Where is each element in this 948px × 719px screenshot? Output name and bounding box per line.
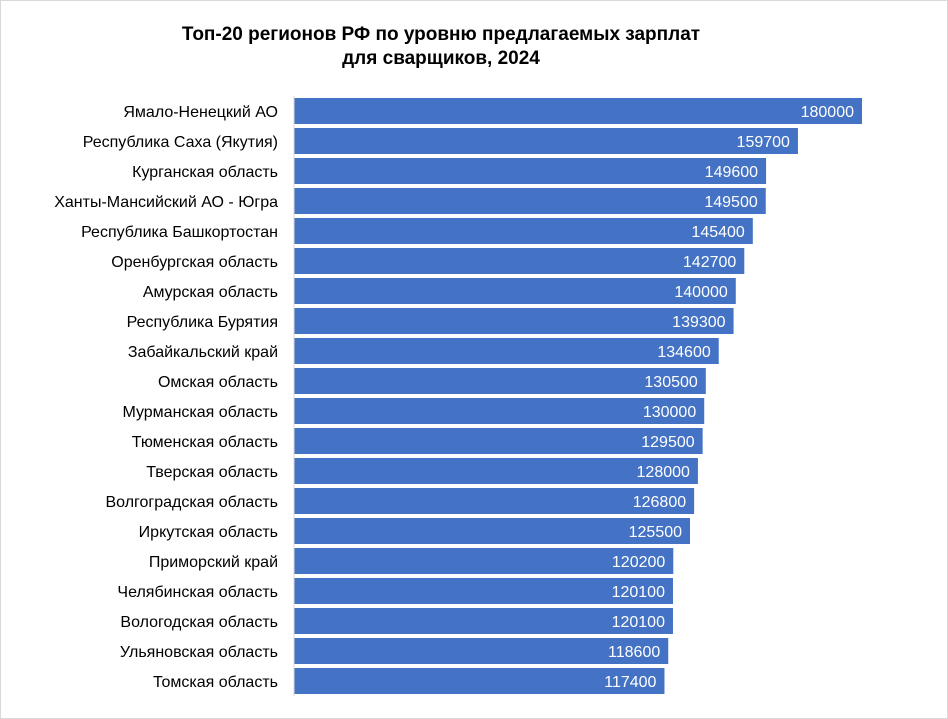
data-label: 145400 xyxy=(691,224,744,241)
bar xyxy=(294,548,674,574)
category-label: Мурманская область xyxy=(122,404,278,421)
data-label: 180000 xyxy=(801,104,854,121)
bar xyxy=(294,578,673,604)
chart-title-line1: Топ-20 регионов РФ по уровню предлагаемы… xyxy=(181,24,701,45)
bar xyxy=(294,518,691,544)
bar xyxy=(294,218,753,244)
bar xyxy=(294,608,673,634)
bar xyxy=(294,158,767,184)
data-label: 149600 xyxy=(705,164,758,181)
category-label: Томская область xyxy=(153,674,278,691)
bar xyxy=(294,98,862,124)
bar xyxy=(294,458,698,484)
data-label: 139300 xyxy=(672,314,725,331)
category-label: Ульяновская область xyxy=(120,644,278,661)
bar xyxy=(294,638,669,664)
bar xyxy=(294,188,766,214)
category-label: Иркутская область xyxy=(139,524,278,541)
bar xyxy=(294,398,705,424)
chart-title: Топ-20 регионов РФ по уровню предлагаемы… xyxy=(1,23,881,71)
category-label: Курганская область xyxy=(132,164,278,181)
data-label: 118600 xyxy=(608,644,660,661)
category-label: Республика Башкортостан xyxy=(81,224,278,241)
data-label: 120200 xyxy=(612,554,665,571)
bar xyxy=(294,368,706,394)
data-label: 159700 xyxy=(737,134,790,151)
data-label: 120100 xyxy=(612,614,665,631)
category-label: Забайкальский край xyxy=(128,344,278,361)
category-label: Приморский край xyxy=(149,554,278,571)
category-label: Челябинская область xyxy=(117,584,278,601)
data-label: 125500 xyxy=(629,524,682,541)
category-label: Республика Бурятия xyxy=(127,314,278,331)
data-label: 130000 xyxy=(643,404,696,421)
category-label: Омская область xyxy=(158,374,278,391)
data-label: 120100 xyxy=(612,584,665,601)
category-label: Оренбургская область xyxy=(111,254,278,271)
category-label: Ямало-Ненецкий АО xyxy=(123,104,278,121)
category-label: Волгоградская область xyxy=(105,494,278,511)
bar xyxy=(294,488,695,514)
data-label: 117400 xyxy=(604,674,656,691)
category-label: Вологодская область xyxy=(120,614,278,631)
data-label: 149500 xyxy=(704,194,757,211)
category-label: Ханты-Мансийский АО - Югра xyxy=(54,194,278,211)
data-label: 128000 xyxy=(637,464,690,481)
bar xyxy=(294,668,665,694)
data-label: 129500 xyxy=(641,434,694,451)
data-label: 134600 xyxy=(657,344,710,361)
chart-title-line2: для сварщиков, 2024 xyxy=(342,48,540,69)
bar xyxy=(294,278,736,304)
data-label: 130500 xyxy=(644,374,697,391)
bar xyxy=(294,248,745,274)
data-label: 142700 xyxy=(683,254,736,271)
category-label: Тюменская область xyxy=(132,434,278,451)
data-label: 140000 xyxy=(674,284,727,301)
bar xyxy=(294,338,719,364)
category-label: Амурская область xyxy=(143,284,278,301)
bar xyxy=(294,128,798,154)
data-label: 126800 xyxy=(633,494,686,511)
category-label: Тверская область xyxy=(146,464,278,481)
bar xyxy=(294,428,703,454)
category-label: Республика Саха (Якутия) xyxy=(83,134,278,151)
bar xyxy=(294,308,734,334)
